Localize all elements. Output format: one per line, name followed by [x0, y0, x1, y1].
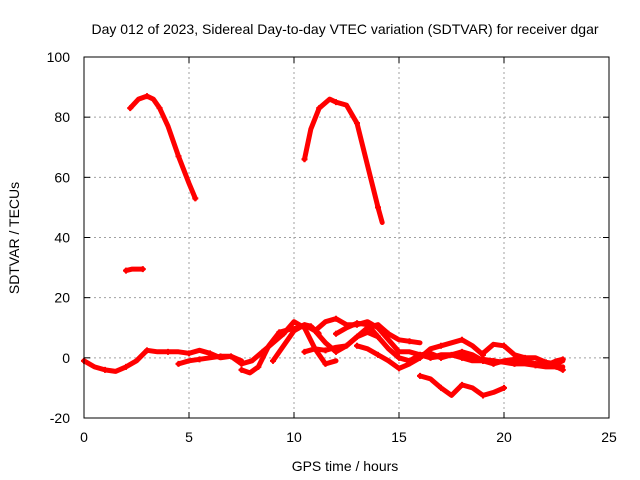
series-arc-10 [333, 320, 486, 364]
tick-layer: 0 5 10 15 20 25 -20 0 20 40 60 80 100 [47, 49, 617, 445]
data-point [417, 354, 423, 361]
data-point [333, 99, 339, 106]
data-point [301, 348, 308, 355]
data-point [333, 330, 339, 337]
x-tick-label: 5 [185, 429, 193, 445]
x-tick-label: 25 [601, 429, 617, 445]
data-point [270, 357, 276, 364]
data-point [238, 366, 245, 373]
data-point [396, 354, 402, 361]
data-point [102, 366, 108, 373]
data-point [490, 360, 497, 367]
data-point [322, 347, 329, 354]
y-tick-label: -20 [50, 410, 70, 426]
y-tick-label: 80 [54, 109, 70, 125]
data-point [522, 357, 528, 364]
data-point [312, 327, 318, 334]
data-point [375, 324, 381, 331]
chart-title: Day 012 of 2023, Sidereal Day-to-day VTE… [91, 21, 598, 37]
data-point [406, 338, 413, 345]
data-point [291, 327, 297, 334]
data-point [543, 362, 549, 369]
x-tick-label: 20 [496, 429, 512, 445]
data-point [427, 354, 434, 361]
y-tick-label: 60 [54, 169, 70, 185]
data-point [501, 342, 507, 349]
data-point [354, 120, 360, 127]
data-point [448, 351, 455, 358]
data-point [459, 381, 465, 388]
data-point [375, 204, 381, 211]
data-point [511, 356, 518, 363]
data-point [354, 342, 360, 349]
data-point [123, 267, 129, 274]
y-axis-label: SDTVAR / TECUs [6, 182, 22, 294]
data-point [480, 350, 486, 357]
data-point [301, 156, 308, 163]
data-point [259, 348, 266, 355]
data-point [123, 363, 129, 370]
data-point [139, 266, 146, 273]
data-point [322, 360, 329, 367]
y-tick-label: 100 [47, 49, 71, 65]
data-point [217, 353, 224, 360]
y-tick-label: 40 [54, 230, 70, 246]
data-point [396, 348, 402, 355]
data-point [255, 363, 262, 370]
data-point [238, 360, 245, 367]
data-point [175, 360, 182, 367]
y-tick-label: 0 [62, 350, 70, 366]
data-point [127, 105, 134, 112]
x-axis-label: GPS time / hours [292, 458, 399, 474]
data-point [375, 333, 381, 340]
data-point [156, 105, 163, 112]
x-tick-label: 0 [80, 429, 88, 445]
grid-layer [84, 57, 609, 418]
data-point [144, 93, 150, 100]
series-layer [81, 93, 566, 399]
data-point [375, 351, 381, 358]
x-tick-label: 15 [391, 429, 407, 445]
data-point [196, 356, 203, 363]
data-point [144, 347, 150, 354]
data-point [501, 384, 507, 391]
data-point [438, 384, 444, 391]
data-point [316, 105, 323, 112]
data-point [333, 315, 339, 322]
data-point [469, 354, 476, 361]
data-point [459, 336, 465, 343]
data-point [438, 342, 444, 349]
data-point [175, 153, 182, 160]
data-point [417, 372, 423, 379]
y-tick-label: 20 [54, 290, 70, 306]
data-point [280, 330, 287, 337]
series-arc-2 [302, 96, 385, 225]
x-tick-label: 10 [286, 429, 302, 445]
data-point [559, 366, 566, 373]
data-point [343, 342, 350, 349]
data-point [480, 392, 486, 399]
data-point [165, 348, 171, 355]
data-point [186, 350, 192, 357]
data-point [354, 320, 360, 327]
series-arc-6 [176, 319, 339, 367]
data-point [192, 195, 199, 202]
data-point [559, 356, 566, 363]
data-point [396, 365, 402, 372]
